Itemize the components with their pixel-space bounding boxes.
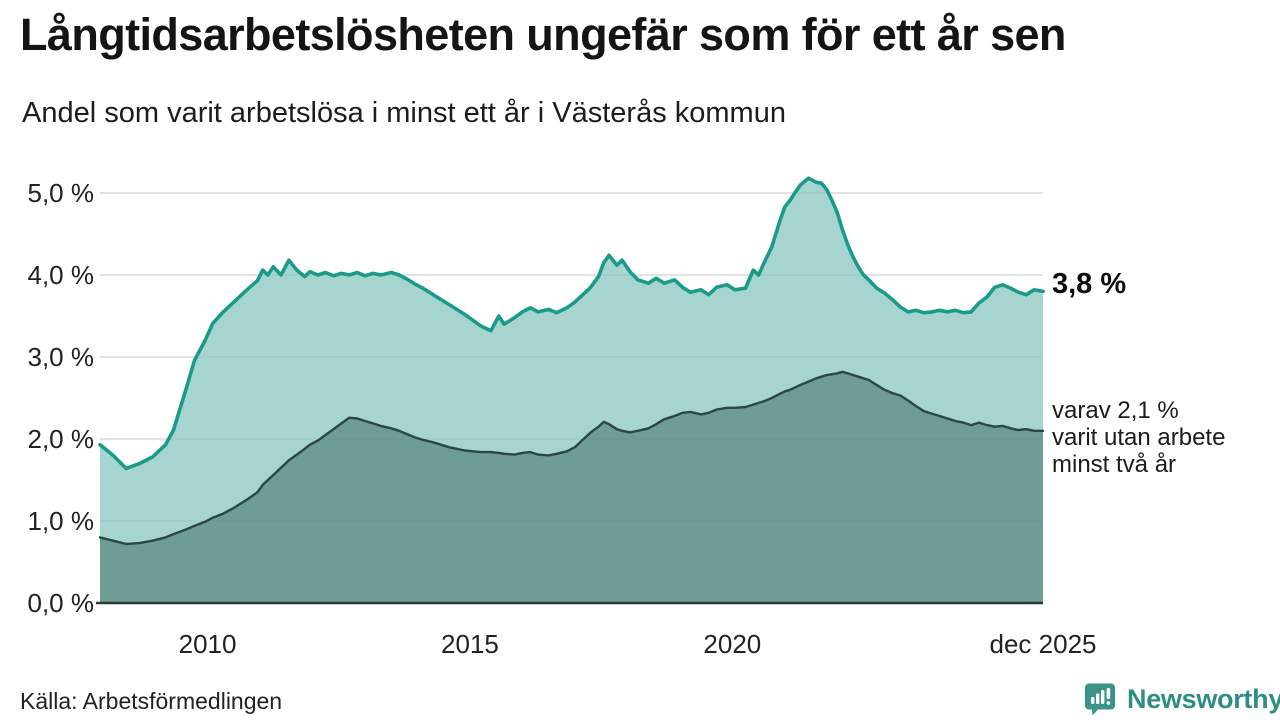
x-axis-label: dec 2025: [989, 629, 1097, 659]
series-1yr-line: [98, 176, 1045, 471]
y-axis-label: 1,0 %: [27, 506, 95, 536]
series2-annotation-line2: varit utan arbete: [1052, 424, 1226, 451]
series-2yr-line: [98, 370, 1045, 546]
series-2yr-area: [100, 371, 1043, 603]
source-label: Källa: Arbetsförmedlingen: [20, 688, 283, 714]
page-title: Långtidsarbetslösheten ungefär som för e…: [20, 9, 1066, 60]
newsworthy-logo-icon: [1085, 683, 1115, 716]
x-axis-label: 2015: [441, 629, 499, 659]
y-axis-label: 2,0 %: [27, 424, 95, 454]
y-axis-label: 3,0 %: [27, 342, 95, 372]
x-axis-label: 2010: [178, 629, 237, 659]
x-axis-label: 2020: [703, 629, 762, 659]
newsworthy-logo: Newsworthy: [1084, 682, 1280, 716]
y-axis-label: 0,0 %: [27, 588, 95, 618]
series1-end-value-label: 3,8 %: [1052, 268, 1127, 300]
y-axis-label: 5,0 %: [27, 178, 95, 208]
newsworthy-logo-text: Newsworthy: [1127, 683, 1280, 714]
y-axis-label: 4,0 %: [27, 260, 95, 290]
series2-annotation-line3: minst två år: [1052, 451, 1177, 478]
chart-subtitle: Andel som varit arbetslösa i minst ett å…: [22, 97, 786, 129]
series2-annotation-line1: varav 2,1 %: [1052, 397, 1179, 424]
series2-annotation: varav 2,1 % varit utan arbete minst två …: [1052, 397, 1225, 478]
